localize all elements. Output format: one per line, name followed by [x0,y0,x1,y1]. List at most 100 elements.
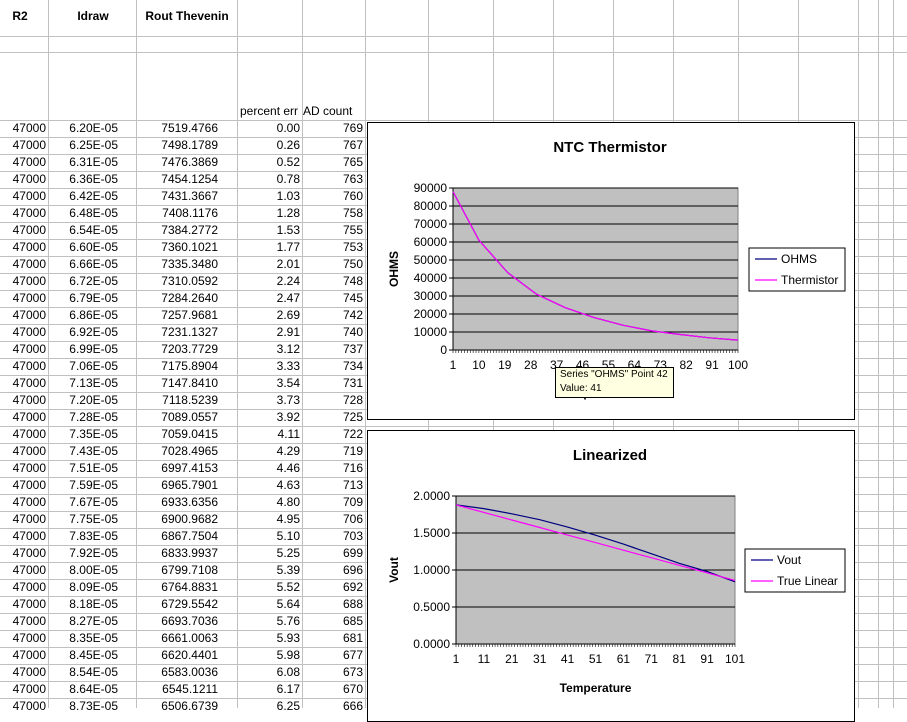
rout-cell[interactable]: 6583.0036 [161,665,218,679]
ad-count-cell[interactable]: 703 [342,529,363,543]
ad-count-cell[interactable]: 748 [342,274,363,288]
percent-err-cell[interactable]: 3.12 [276,342,300,356]
percent-err-cell[interactable]: 5.98 [276,648,300,662]
ad-count-cell[interactable]: 673 [342,665,363,679]
r2-cell[interactable]: 47000 [12,206,46,220]
rout-cell[interactable]: 6506.6739 [161,699,218,713]
idraw-cell[interactable]: 6.72E-05 [69,274,118,288]
rout-cell[interactable]: 7147.8410 [161,376,218,390]
percent-err-cell[interactable]: 4.11 [277,427,300,441]
ad-count-cell[interactable]: 734 [342,359,363,373]
idraw-cell[interactable]: 6.25E-05 [69,138,118,152]
rout-cell[interactable]: 6997.4153 [161,461,218,475]
r2-cell[interactable]: 47000 [12,580,46,594]
idraw-cell[interactable]: 7.67E-05 [69,495,118,509]
r2-cell[interactable]: 47000 [12,342,46,356]
rout-cell[interactable]: 6620.4401 [161,648,218,662]
r2-cell[interactable]: 47000 [12,325,46,339]
header-ad-count[interactable]: AD count [303,104,353,118]
rout-cell[interactable]: 7431.3667 [161,189,218,203]
rout-cell[interactable]: 7384.2772 [161,223,218,237]
percent-err-cell[interactable]: 5.25 [276,546,300,560]
percent-err-cell[interactable]: 0.78 [276,172,300,186]
ad-count-cell[interactable]: 755 [342,223,363,237]
idraw-cell[interactable]: 7.35E-05 [69,427,118,441]
percent-err-cell[interactable]: 4.46 [276,461,300,475]
ad-count-cell[interactable]: 731 [342,376,363,390]
ad-count-cell[interactable]: 758 [342,206,363,220]
idraw-cell[interactable]: 7.83E-05 [69,529,118,543]
ad-count-cell[interactable]: 742 [342,308,363,322]
percent-err-cell[interactable]: 0.00 [276,121,300,135]
r2-cell[interactable]: 47000 [12,291,46,305]
rout-cell[interactable]: 7203.7729 [161,342,218,356]
idraw-cell[interactable]: 7.75E-05 [69,512,118,526]
r2-cell[interactable]: 47000 [12,597,46,611]
legend[interactable] [748,247,846,292]
r2-cell[interactable]: 47000 [12,427,46,441]
percent-err-cell[interactable]: 2.47 [276,291,300,305]
percent-err-cell[interactable]: 6.17 [276,682,300,696]
rout-cell[interactable]: 7257.9681 [161,308,218,322]
idraw-cell[interactable]: 8.27E-05 [69,614,118,628]
r2-cell[interactable]: 47000 [12,665,46,679]
percent-err-cell[interactable]: 3.92 [276,410,300,424]
series-line-thermistor[interactable] [452,191,739,341]
ad-count-cell[interactable]: 745 [342,291,363,305]
percent-err-cell[interactable]: 5.76 [276,614,300,628]
idraw-cell[interactable]: 6.31E-05 [69,155,118,169]
legend[interactable] [744,548,846,593]
rout-cell[interactable]: 6867.7504 [161,529,218,543]
rout-cell[interactable]: 7059.0415 [161,427,218,441]
percent-err-cell[interactable]: 3.54 [276,376,300,390]
percent-err-cell[interactable]: 6.08 [276,665,300,679]
r2-cell[interactable]: 47000 [12,682,46,696]
idraw-cell[interactable]: 6.66E-05 [69,257,118,271]
percent-err-cell[interactable]: 2.01 [276,257,300,271]
idraw-cell[interactable]: 6.20E-05 [69,121,118,135]
idraw-cell[interactable]: 6.92E-05 [69,325,118,339]
ad-count-cell[interactable]: 670 [342,682,363,696]
linearized-chart[interactable]: Linearized 2.0000 1.5000 1.0000 0.5000 0.0000… [367,430,855,722]
ad-count-cell[interactable]: 709 [342,495,363,509]
ad-count-cell[interactable]: 666 [342,699,363,713]
percent-err-cell[interactable]: 4.63 [276,478,300,492]
idraw-cell[interactable]: 6.48E-05 [69,206,118,220]
percent-err-cell[interactable]: 2.24 [276,274,300,288]
rout-cell[interactable]: 6661.0063 [161,631,218,645]
rout-cell[interactable]: 7231.1327 [161,325,218,339]
rout-cell[interactable]: 6545.1211 [162,682,218,696]
r2-cell[interactable]: 47000 [12,648,46,662]
ad-count-cell[interactable]: 688 [342,597,363,611]
ad-count-cell[interactable]: 769 [342,121,363,135]
ad-count-cell[interactable]: 750 [342,257,363,271]
percent-err-cell[interactable]: 3.33 [276,359,300,373]
percent-err-cell[interactable]: 5.10 [276,529,300,543]
r2-cell[interactable]: 47000 [12,614,46,628]
rout-cell[interactable]: 7498.1789 [161,138,218,152]
idraw-cell[interactable]: 7.43E-05 [69,444,118,458]
percent-err-cell[interactable]: 2.91 [276,325,300,339]
rout-cell[interactable]: 7408.1176 [162,206,218,220]
percent-err-cell[interactable]: 4.80 [276,495,300,509]
idraw-cell[interactable]: 8.45E-05 [69,648,118,662]
ad-count-cell[interactable]: 677 [342,648,363,662]
idraw-cell[interactable]: 7.92E-05 [69,546,118,560]
r2-cell[interactable]: 47000 [12,461,46,475]
header-rout-thevenin[interactable]: Rout Thevenin [145,9,229,23]
idraw-cell[interactable]: 7.13E-05 [69,376,118,390]
r2-cell[interactable]: 47000 [12,631,46,645]
r2-cell[interactable]: 47000 [12,410,46,424]
rout-cell[interactable]: 7028.4965 [161,444,218,458]
header-percent-err[interactable]: percent err [240,104,299,118]
plot-area[interactable] [452,187,739,351]
percent-err-cell[interactable]: 2.69 [276,308,300,322]
ad-count-cell[interactable]: 763 [342,172,363,186]
idraw-cell[interactable]: 6.42E-05 [69,189,118,203]
r2-cell[interactable]: 47000 [12,172,46,186]
rout-cell[interactable]: 6933.6356 [161,495,218,509]
ad-count-cell[interactable]: 760 [342,189,363,203]
rout-cell[interactable]: 7519.4766 [161,121,218,135]
ad-count-cell[interactable]: 716 [342,461,363,475]
percent-err-cell[interactable]: 4.95 [276,512,300,526]
